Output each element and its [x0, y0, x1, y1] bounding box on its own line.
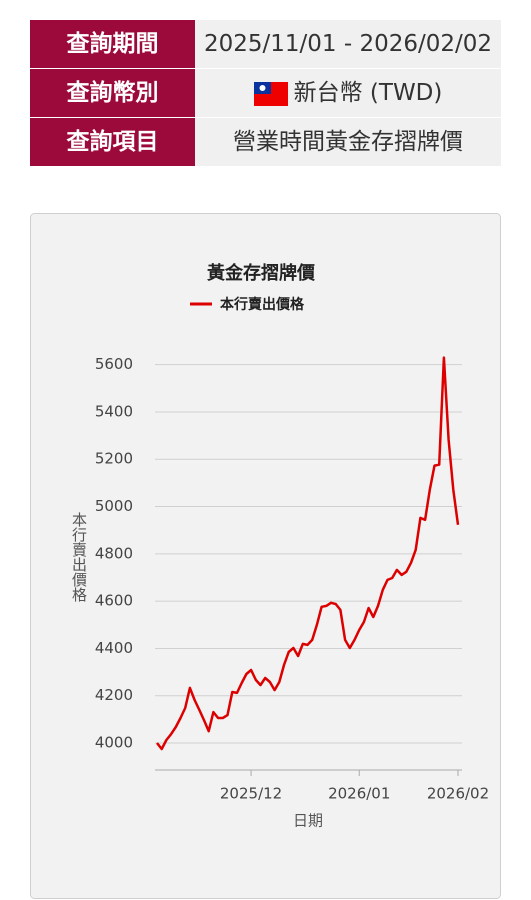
x-tick-label: 2026/01 [328, 785, 390, 803]
table-value: 2025/11/01 - 2026/02/02 [195, 20, 501, 68]
x-axis-label: 日期 [293, 812, 323, 830]
y-tick-label: 5400 [95, 402, 133, 420]
y-tick-label: 4400 [95, 639, 133, 657]
x-tick-label: 2025/12 [220, 785, 282, 803]
y-tick-label: 5600 [95, 355, 133, 373]
table-key: 查詢項目 [30, 118, 195, 166]
table-value: 新台幣 (TWD) [293, 80, 443, 106]
table-key: 查詢期間 [30, 20, 195, 68]
y-axis-label: 本行賣出價格 [70, 512, 88, 602]
table-value: 營業時間黃金存摺牌價 [195, 118, 501, 166]
y-tick-label: 4800 [95, 544, 133, 562]
x-tick-label: 2026/02 [427, 785, 489, 803]
chart-title: 黃金存摺牌價 [206, 262, 316, 284]
legend-label: 本行賣出價格 [220, 296, 305, 313]
table-value-row: 新台幣 (TWD) [195, 69, 501, 117]
y-tick-label: 4600 [95, 592, 133, 610]
flag-icon [253, 81, 288, 106]
table-key: 查詢幣別 [30, 69, 195, 117]
y-tick-label: 4000 [95, 734, 133, 752]
chart-frame [30, 213, 501, 899]
y-tick-label: 5000 [95, 497, 133, 515]
price-line [156, 356, 460, 751]
y-tick-label: 4200 [95, 686, 133, 704]
y-tick-label: 5200 [95, 450, 133, 468]
